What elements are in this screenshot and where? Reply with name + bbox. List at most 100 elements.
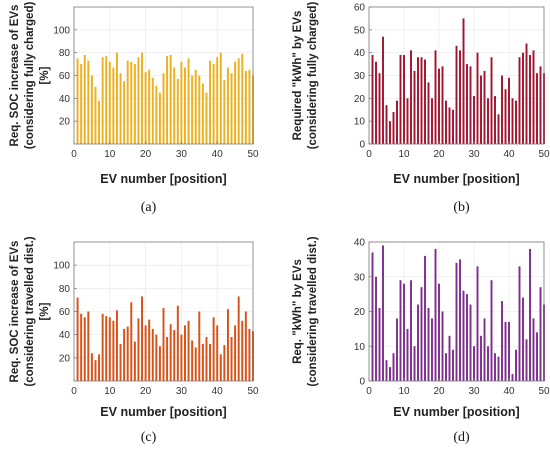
bar-ev-18 xyxy=(431,98,433,144)
bar-ev-30 xyxy=(180,61,183,144)
bar-ev-27 xyxy=(462,290,465,381)
y-tick-label: 0 xyxy=(359,140,365,151)
bar-ev-17 xyxy=(133,341,136,381)
bar-ev-43 xyxy=(518,57,521,145)
bar-ev-19 xyxy=(434,50,437,144)
bar-ev-1 xyxy=(371,252,374,381)
bar-ev-21 xyxy=(441,311,444,381)
bar-ev-30 xyxy=(473,96,475,144)
chart-panel-2: 20 40 60 80 100 0 10 20 30 40 50 EV number [positio… xyxy=(9,236,259,445)
bar-ev-48 xyxy=(536,332,538,381)
bar-ev-2 xyxy=(375,276,377,381)
bar-ev-5 xyxy=(385,360,388,381)
bar-ev-41 xyxy=(219,52,222,144)
bar-ev-8 xyxy=(396,318,398,381)
bar-ev-26 xyxy=(459,50,461,144)
bar-ev-1 xyxy=(76,58,79,145)
bar-ev-9 xyxy=(105,316,108,381)
bar-ev-35 xyxy=(198,311,201,381)
y-tick-label: 30 xyxy=(354,272,366,283)
y-tick-label: 40 xyxy=(354,48,366,59)
y-axis-label-line-2: [%] xyxy=(39,302,51,320)
bar-ev-41 xyxy=(511,98,514,144)
x-axis-label: EV number [position] xyxy=(100,172,226,186)
bar-ev-24 xyxy=(158,346,161,381)
chart-panel-3: 0 10 20 30 40 0 10 20 30 40 50 EV number [position]… xyxy=(292,236,550,445)
y-tick-label: 20 xyxy=(354,94,366,105)
bar-ev-41 xyxy=(511,374,514,381)
bar-ev-17 xyxy=(133,64,136,144)
y-tick-label: 20 xyxy=(59,117,71,128)
bar-ev-43 xyxy=(226,309,229,381)
bar-ev-32 xyxy=(187,58,190,145)
bar-ev-38 xyxy=(501,301,503,381)
bar-ev-45 xyxy=(234,61,237,144)
y-tick-label: 50 xyxy=(354,25,366,36)
x-tick-label: 20 xyxy=(140,149,152,160)
bar-ev-38 xyxy=(501,75,503,144)
bar-ev-15 xyxy=(126,60,129,144)
bar-ev-20 xyxy=(438,283,440,381)
bar-ev-24 xyxy=(158,92,161,145)
bar-ev-29 xyxy=(176,305,179,381)
bar-ev-2 xyxy=(375,61,377,144)
y-tick-label: 60 xyxy=(354,3,366,14)
bar-ev-13 xyxy=(119,343,122,381)
x-tick-label: 10 xyxy=(398,386,410,397)
y-axis-label-line-1: (considering fully charged) xyxy=(307,2,319,150)
bar-ev-13 xyxy=(413,70,416,144)
x-tick-label: 40 xyxy=(503,386,515,397)
bar-ev-12 xyxy=(410,280,412,381)
bar-ev-26 xyxy=(166,336,169,381)
y-tick-label: 20 xyxy=(354,307,366,318)
bar-ev-18 xyxy=(137,57,140,145)
bar-ev-41 xyxy=(219,354,222,381)
bar-ev-7 xyxy=(392,353,395,381)
bar-ev-46 xyxy=(237,58,240,145)
bar-ev-48 xyxy=(536,73,538,144)
bar-ev-28 xyxy=(466,294,468,382)
x-tick-label: 40 xyxy=(212,149,224,160)
y-axis-label-line-0: Required "kWh" by EVs xyxy=(292,11,304,141)
y-tick-label: 80 xyxy=(59,284,71,295)
bar-ev-44 xyxy=(522,297,524,381)
x-tick-label: 30 xyxy=(176,149,188,160)
panel-caption: (d) xyxy=(453,430,470,445)
bar-ev-40 xyxy=(508,321,510,381)
bar-ev-3 xyxy=(83,54,86,145)
x-tick-label: 10 xyxy=(104,149,116,160)
bar-ev-16 xyxy=(424,59,426,144)
bar-ev-26 xyxy=(166,56,169,145)
x-tick-label: 40 xyxy=(503,149,515,160)
x-tick-label: 20 xyxy=(433,386,445,397)
x-axis-label: EV number [position] xyxy=(393,405,519,419)
y-axis-label-line-0: Req. SOC increase of EVs xyxy=(9,241,21,383)
chart-panel-1: 0 10 20 30 40 50 60 0 10 20 30 40 50 EV number [posit… xyxy=(292,2,550,215)
bar-ev-23 xyxy=(155,85,158,144)
bar-ev-15 xyxy=(420,57,423,145)
x-tick-label: 30 xyxy=(468,386,480,397)
x-axis-label: EV number [position] xyxy=(393,172,519,186)
bar-ev-27 xyxy=(169,324,172,381)
bar-ev-21 xyxy=(148,69,151,144)
bar-ev-10 xyxy=(403,283,405,381)
bar-ev-39 xyxy=(212,64,215,144)
bar-ev-34 xyxy=(487,346,489,381)
y-tick-label: 100 xyxy=(53,261,70,272)
bar-ev-25 xyxy=(455,262,458,381)
bar-ev-35 xyxy=(490,280,493,381)
bar-ev-12 xyxy=(115,310,118,381)
y-axis-label-line-1: (considering travelled dist.) xyxy=(307,236,319,386)
bar-ev-46 xyxy=(529,54,531,145)
bar-ev-20 xyxy=(144,325,147,381)
bar-ev-21 xyxy=(441,66,444,144)
bar-ev-8 xyxy=(101,313,104,381)
bar-ev-39 xyxy=(504,321,507,381)
y-axis-label-line-0: Req. SOC increase of EVs xyxy=(9,5,21,147)
bar-ev-24 xyxy=(452,109,454,144)
bar-ev-7 xyxy=(98,100,101,144)
bar-ev-6 xyxy=(389,121,391,144)
x-tick-label: 0 xyxy=(71,149,77,160)
bar-ev-44 xyxy=(230,336,233,381)
